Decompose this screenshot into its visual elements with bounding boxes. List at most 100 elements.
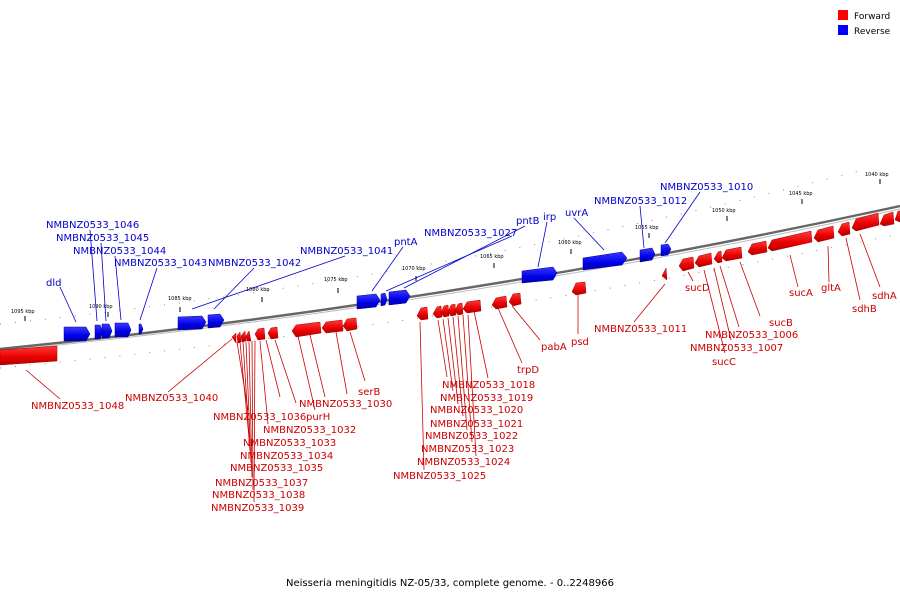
gene-reverse[interactable] [639, 247, 656, 263]
gene-label-reverse: uvrA [565, 208, 588, 219]
gene-forward[interactable] [231, 332, 237, 344]
tick-label: 1095 kbp [11, 309, 35, 315]
gene-label-forward: NMBNZ0533_1038 [212, 490, 305, 501]
gene-forward[interactable] [291, 321, 322, 338]
gene-forward[interactable] [767, 230, 813, 252]
gene-label-reverse: irp [543, 212, 556, 223]
gene-label-forward: pabA [541, 342, 567, 353]
gene-forward[interactable] [416, 306, 429, 321]
tick-label: 1060 kbp [558, 240, 582, 246]
gene-label-forward: NMBNZ0533_1034 [240, 451, 333, 462]
legend-forward-swatch [838, 10, 848, 20]
gene-forward[interactable] [447, 303, 457, 317]
tick-label: 1075 kbp [324, 277, 348, 283]
tick-label: 1050 kbp [712, 208, 736, 214]
gene-reverse[interactable] [660, 243, 672, 257]
gene-label-forward: trpD [517, 365, 539, 376]
gene-label-reverse: NMBNZ0533_1012 [594, 196, 687, 207]
gene-forward[interactable] [254, 327, 266, 341]
gene-forward[interactable] [721, 246, 743, 262]
gene-label-forward: NMBNZ0533_1020 [430, 405, 523, 416]
gene-forward[interactable] [240, 330, 247, 343]
gene-forward[interactable] [508, 292, 522, 307]
gene-label-reverse: NMBNZ0533_1043 [114, 258, 207, 269]
legend-reverse: Reverse [838, 25, 890, 37]
tick-label: 1065 kbp [480, 254, 504, 260]
gene-label-forward: NMBNZ0533_1011 [594, 324, 687, 335]
legend-reverse-label: Reverse [854, 27, 891, 37]
gene-forward[interactable] [454, 302, 464, 316]
gene-label-forward: NMBNZ0533_1039 [211, 503, 304, 514]
tick-label: 1080 kbp [246, 287, 270, 293]
tick-label: 1070 kbp [402, 266, 426, 272]
gene-reverse[interactable] [521, 266, 558, 284]
gene-label-forward: NMBNZ0533_1019 [440, 393, 533, 404]
gene-forward[interactable] [432, 305, 443, 319]
gene-label-forward: NMBNZ0533_1025 [393, 471, 486, 482]
gene-label-forward: NMBNZ0533_1022 [425, 431, 518, 442]
gene-label-forward: sucC [712, 357, 736, 368]
gene-forward[interactable] [267, 326, 279, 340]
gene-forward[interactable] [678, 256, 695, 272]
gene-label-forward: sucB [769, 318, 793, 329]
gene-forward[interactable] [321, 319, 344, 334]
tick-label: 1055 kbp [635, 225, 659, 231]
gene-label-forward: NMBNZ0533_1030 [299, 399, 392, 410]
gene-forward[interactable] [851, 212, 880, 232]
gene-label-forward: NMBNZ0533_1018 [442, 380, 535, 391]
gene-forward[interactable] [879, 211, 895, 227]
gene-forward[interactable] [813, 225, 835, 243]
gene-reverse[interactable] [380, 292, 388, 307]
gene-label-forward: sdhA [872, 291, 897, 302]
gene-forward[interactable] [713, 250, 723, 264]
gene-label-forward: psd [571, 337, 589, 348]
gene-label-forward: gltA [821, 283, 841, 294]
gene-forward[interactable] [747, 240, 768, 256]
tick-label: 1090 kbp [89, 304, 113, 310]
gene-reverse[interactable] [356, 293, 381, 310]
gene-label-reverse: NMBNZ0533_1041 [300, 246, 393, 257]
gene-forward[interactable] [491, 295, 508, 310]
genome-backbone [0, 204, 900, 351]
gene-label-forward: NMBNZ0533_1021 [430, 419, 523, 430]
gene-label-forward: NMBNZ0533_1033 [243, 438, 336, 449]
legend-forward-label: Forward [854, 12, 891, 22]
gene-reverse[interactable] [207, 313, 225, 329]
gene-label-forward: NMBNZ0533_1037 [215, 478, 308, 489]
gene-reverse[interactable] [582, 251, 628, 271]
gene-forward[interactable] [837, 221, 851, 237]
gene-reverse[interactable] [94, 324, 104, 340]
gene-forward[interactable] [0, 345, 58, 366]
gene-reverse[interactable] [177, 315, 207, 331]
gene-reverse[interactable] [388, 289, 411, 306]
gene-forward[interactable] [661, 267, 668, 281]
gene-label-forward: NMBNZ0533_1023 [421, 444, 514, 455]
gene-label-forward: sucD [685, 283, 710, 294]
gene-forward[interactable] [440, 304, 450, 318]
gene-label-forward: NMBNZ0533_1006 [705, 330, 798, 341]
gene-forward[interactable] [571, 281, 587, 296]
gene-label-forward: NMBNZ0533_1036 [213, 412, 306, 423]
gene-reverse[interactable] [114, 322, 132, 338]
gene-reverse[interactable] [101, 323, 113, 339]
gene-forward[interactable] [245, 330, 252, 342]
gene-forward[interactable] [894, 210, 900, 223]
tick-label: 1085 kbp [168, 296, 192, 302]
gene-reverse[interactable] [138, 323, 144, 335]
gene-label-reverse: NMBNZ0533_1027 [424, 228, 517, 239]
gene-forward[interactable] [462, 299, 482, 314]
gene-label-forward: NMBNZ0533_1035 [230, 463, 323, 474]
tick-label: 1045 kbp [789, 191, 813, 197]
gene-label-forward: purH [306, 412, 330, 423]
gene-label-reverse: pntB [516, 216, 540, 227]
tick-label: 1040 kbp [865, 172, 889, 178]
gene-reverse[interactable] [63, 326, 91, 342]
gene-forward[interactable] [236, 331, 242, 344]
gene-forward[interactable] [342, 317, 358, 332]
gene-label-reverse: NMBNZ0533_1046 [46, 220, 139, 231]
gene-label-forward: NMBNZ0533_1048 [31, 401, 124, 412]
gene-label-forward: sdhB [852, 304, 877, 315]
gene-label-reverse: NMBNZ0533_1042 [208, 258, 301, 269]
gene-label-reverse: NMBNZ0533_1045 [56, 233, 149, 244]
gene-forward[interactable] [694, 252, 713, 268]
